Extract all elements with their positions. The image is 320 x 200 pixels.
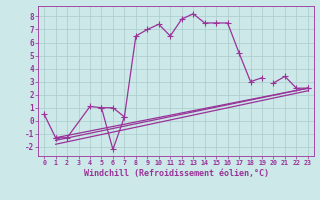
X-axis label: Windchill (Refroidissement éolien,°C): Windchill (Refroidissement éolien,°C) <box>84 169 268 178</box>
